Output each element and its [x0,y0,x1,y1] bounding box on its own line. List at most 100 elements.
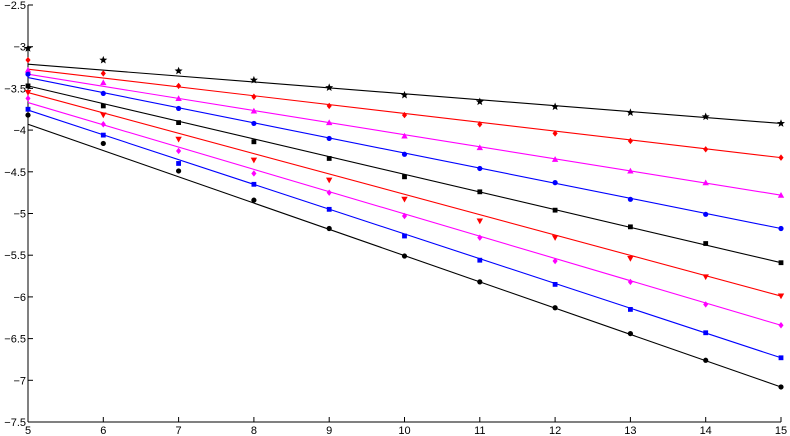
series-9 [25,112,784,390]
y-tick-label: −4.5 [4,167,26,179]
data-point [24,66,32,73]
data-point [552,305,558,311]
series-line [27,92,782,297]
y-tick-label: −5 [13,209,26,221]
data-point [100,79,107,86]
y-tick-label: −2.5 [4,0,26,12]
data-point [99,55,108,64]
data-point [176,82,182,90]
data-point [778,384,784,390]
data-point [702,274,709,281]
data-point [476,218,483,225]
data-point [326,102,332,110]
data-point [100,103,106,109]
data-point [703,301,709,308]
data-point [552,130,558,137]
y-tick-label: −7.5 [4,417,26,429]
data-point [703,211,709,217]
data-point [551,102,560,111]
data-point [25,83,31,89]
data-point [402,174,407,180]
data-point [778,225,784,232]
data-point [175,136,182,143]
data-point [778,355,784,361]
series-2 [25,56,784,161]
data-point [100,90,106,97]
data-point [626,108,635,116]
series-3 [24,66,785,198]
data-point [552,180,558,186]
data-point [250,157,258,164]
data-point [477,257,483,263]
data-point [702,179,709,186]
x-tick-label: 10 [398,425,410,436]
data-point [477,234,483,241]
data-point [176,147,182,155]
x-tick-label: 9 [326,425,332,436]
data-point [551,235,559,241]
data-point [100,70,106,77]
data-point [701,112,710,121]
data-point [401,196,408,203]
data-point [477,189,483,195]
data-point [25,56,31,64]
x-tick-label: 8 [251,425,257,436]
chart-axes: 5 6 7 8 9 10 11 12 13 14 15 −2.5 −3 −3.5 −4 −4.5 −5 −5.5 −… [4,0,787,436]
series-4 [25,71,784,232]
x-tick-label: 7 [176,425,182,436]
y-tick-label: −6 [13,292,26,304]
data-point [628,224,633,230]
series-layer [24,44,785,390]
x-tick-label: 5 [25,425,31,436]
data-point [326,135,332,142]
data-point [100,121,106,128]
data-point [552,207,558,213]
data-point [777,119,785,127]
data-point [249,75,258,84]
data-point [251,139,257,145]
data-point [250,107,258,114]
series-1 [24,44,785,127]
data-point [401,253,408,259]
data-point [251,170,257,177]
x-tick-label: 15 [775,425,787,436]
data-point [176,105,182,112]
series-line [27,85,782,264]
x-tick-label: 13 [624,425,636,436]
y-tick-label: −3 [13,42,26,54]
data-point [326,189,332,196]
data-point [628,307,633,312]
data-point [703,146,709,153]
data-point [552,257,558,265]
data-point [778,154,784,161]
data-point [251,93,257,100]
data-point [551,156,559,162]
data-point [476,144,483,151]
data-point [402,233,407,239]
data-point [627,196,634,202]
data-point [401,151,408,157]
data-point [401,212,408,220]
data-point [176,161,181,166]
data-point [25,71,31,77]
y-tick-label: −7 [13,375,26,387]
y-tick-label: −4 [13,125,26,137]
data-point [627,278,633,286]
series-8 [25,106,784,361]
y-tick-label: −6.5 [4,334,26,346]
y-tick-label: −5.5 [4,250,26,262]
data-point [100,132,106,138]
data-point [24,44,32,52]
data-point [25,112,31,118]
data-point [703,241,709,246]
x-tick-label: 14 [700,425,712,436]
series-7 [25,95,784,329]
data-point [25,106,31,112]
data-point [100,140,106,147]
data-point [627,255,634,262]
data-point [25,95,31,102]
data-point [24,90,32,96]
data-point [326,206,332,212]
data-point [477,165,483,172]
